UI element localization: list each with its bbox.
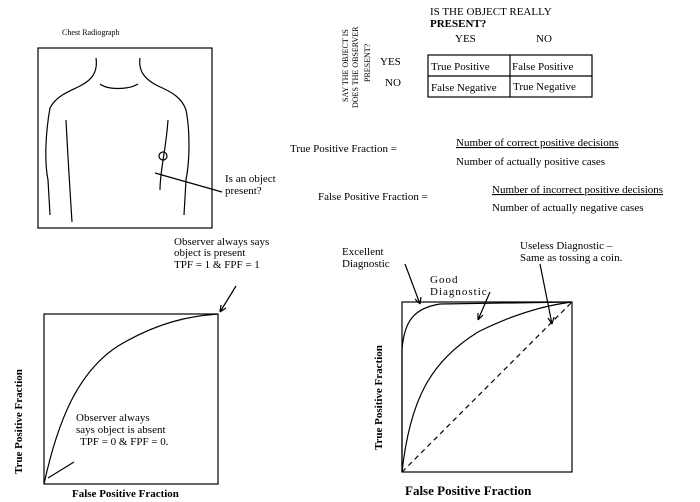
formula-label: False Positive Fraction = bbox=[318, 191, 428, 203]
question: present? bbox=[225, 185, 262, 197]
table-cell: False Negative bbox=[431, 82, 497, 94]
arrow bbox=[540, 264, 554, 324]
y-axis-label: True Positive Fraction bbox=[373, 345, 385, 450]
row-header: PRESENT? bbox=[363, 43, 372, 82]
radiograph-frame bbox=[38, 48, 212, 228]
annotation: says object is absent bbox=[76, 424, 166, 436]
table-cell: False Positive bbox=[512, 61, 574, 73]
figure: Chest Radiograph Is an object present? I… bbox=[0, 0, 700, 502]
table-cell: True Positive bbox=[431, 61, 490, 73]
annotation: Observer always bbox=[76, 412, 150, 424]
row-label: YES bbox=[380, 56, 401, 68]
annotation: Useless Diagnostic – bbox=[520, 240, 613, 252]
row-header: DOES THE OBSERVER bbox=[351, 26, 360, 108]
plot-frame bbox=[44, 314, 218, 484]
annotation: TPF = 1 & FPF = 1 bbox=[174, 259, 260, 271]
table-cell: True Negative bbox=[513, 81, 576, 93]
annotation: Excellent bbox=[342, 246, 384, 258]
annotation: Diagnostic bbox=[430, 286, 488, 298]
row-header: SAY THE OBJECT IS bbox=[341, 29, 350, 102]
arrow bbox=[220, 286, 236, 312]
table-header: PRESENT? bbox=[430, 18, 486, 30]
arrow bbox=[405, 264, 421, 304]
pointer bbox=[48, 462, 74, 478]
annotation: object is present bbox=[174, 247, 245, 259]
body-outline bbox=[46, 58, 222, 222]
annotation: Diagnostic bbox=[342, 258, 390, 270]
x-axis-label: False Positive Fraction bbox=[405, 483, 532, 498]
column-label: YES bbox=[455, 33, 476, 45]
formula-denominator: Number of actually negative cases bbox=[492, 202, 644, 214]
formula-numerator: Number of incorrect positive decisions bbox=[492, 184, 663, 196]
table-header: IS THE OBJECT REALLY bbox=[430, 6, 552, 18]
formula-numerator: Number of correct positive decisions bbox=[456, 137, 619, 149]
row-label: NO bbox=[385, 77, 401, 89]
annotation: Good bbox=[430, 274, 458, 286]
column-label: NO bbox=[536, 33, 552, 45]
roc-curve bbox=[44, 314, 218, 484]
annotation: Same as tossing a coin. bbox=[520, 252, 623, 264]
annotation: TPF = 0 & FPF = 0. bbox=[80, 436, 169, 448]
y-axis-label: True Positive Fraction bbox=[13, 369, 25, 474]
x-axis-label: False Positive Fraction bbox=[72, 488, 179, 500]
formula-denominator: Number of actually positive cases bbox=[456, 156, 605, 168]
question: Is an object bbox=[225, 173, 276, 185]
formula-label: True Positive Fraction = bbox=[290, 143, 397, 155]
radiograph-title: Chest Radiograph bbox=[62, 28, 120, 37]
